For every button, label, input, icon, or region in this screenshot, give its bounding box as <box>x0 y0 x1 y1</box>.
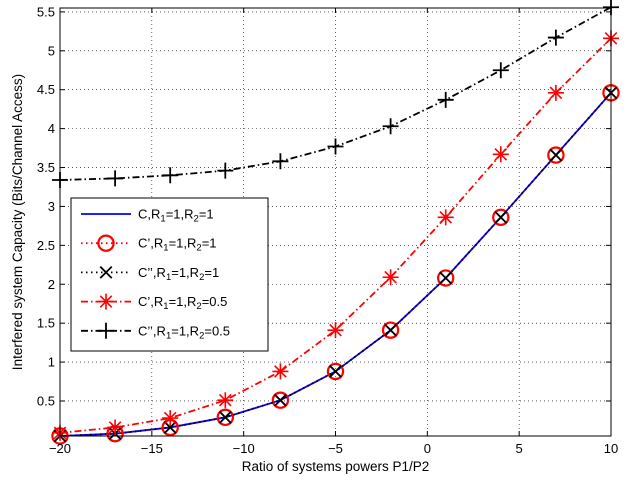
legend-entry: C’’,R1=1,R2=0.5 <box>81 322 230 341</box>
y-tick-label: 5 <box>48 43 55 58</box>
legend-label-part: =1,R <box>166 207 194 222</box>
marker-asterisk <box>437 209 454 226</box>
legend-label: C’,R1=1,R2=1 <box>138 236 217 254</box>
legend-label-part: C,R <box>138 207 160 222</box>
y-tick-label: 2 <box>48 277 55 292</box>
legend-label-subscript: 1 <box>160 214 165 225</box>
x-tick-label: 5 <box>516 441 523 456</box>
marker-circle <box>547 146 565 164</box>
marker-circle <box>381 321 400 339</box>
y-tick-label: 3 <box>48 199 55 214</box>
legend-label-part: C’’,R <box>138 265 166 280</box>
legend-label-subscript: 1 <box>166 330 171 341</box>
marker-plus <box>272 153 289 170</box>
y-tick-label: 3.5 <box>37 160 55 175</box>
y-tick-label: 1.5 <box>37 316 55 331</box>
legend-label: C,R1=1,R2=1 <box>138 207 214 225</box>
legend-label-part: =1 <box>204 265 219 280</box>
legend-label-subscript: 2 <box>199 272 204 283</box>
marker-plus <box>162 167 179 184</box>
marker-circle <box>326 362 345 381</box>
marker-x <box>549 148 563 162</box>
y-tick-label: 5.5 <box>37 4 55 19</box>
marker-x <box>494 210 508 224</box>
marker-asterisk <box>98 293 114 310</box>
legend-label-subscript: 2 <box>196 301 201 312</box>
marker-plus <box>492 62 509 79</box>
marker-asterisk <box>492 146 509 163</box>
marker-x <box>384 323 397 337</box>
marker-circle <box>271 391 290 409</box>
legend-label-part: C’,R <box>138 294 163 309</box>
marker-asterisk <box>547 84 564 101</box>
legend-label: C’,R1=1,R2=0.5 <box>138 294 227 312</box>
legend-label-part: C’,R <box>138 236 163 251</box>
legend-label-part: =0.5 <box>204 323 230 338</box>
legend-label-subscript: 2 <box>196 243 201 254</box>
marker-x <box>274 393 287 407</box>
x-tick-label: 0 <box>424 441 431 456</box>
marker-circle <box>216 408 234 427</box>
y-tick-label: 0.5 <box>37 393 55 408</box>
legend-entry: C,R1=1,R2=1 <box>81 207 214 225</box>
marker-asterisk <box>107 419 124 436</box>
legend-label-part: C’’,R <box>138 323 166 338</box>
legend-label-part: =1 <box>202 236 217 251</box>
marker-x <box>218 410 232 424</box>
legend-label-subscript: 1 <box>166 272 171 283</box>
marker-plus <box>98 322 114 339</box>
legend-label-subscript: 1 <box>163 243 168 254</box>
y-tick-label: 4.5 <box>37 82 55 97</box>
legend-entry: C’,R1=1,R2=0.5 <box>81 293 227 312</box>
marker-plus <box>217 162 234 179</box>
y-tick-label: 2.5 <box>37 238 55 253</box>
marker-asterisk <box>272 363 289 380</box>
marker-circle <box>437 269 455 287</box>
legend-label: C’’,R1=1,R2=0.5 <box>138 323 230 341</box>
marker-plus <box>437 91 454 108</box>
marker-plus <box>382 118 399 135</box>
marker-x <box>163 421 177 434</box>
x-tick-label: −5 <box>328 441 343 456</box>
marker-plus <box>327 138 344 155</box>
marker-asterisk <box>382 269 399 286</box>
legend-entry: C’’,R1=1,R2=1 <box>81 265 219 283</box>
series-5 <box>52 0 619 188</box>
legend-label-part: =1,R <box>171 323 199 338</box>
y-tick-label: 1 <box>48 355 55 370</box>
legend-label-part: =0.5 <box>202 294 228 309</box>
legend-label-part: =1,R <box>171 265 199 280</box>
marker-x <box>439 271 453 285</box>
legend-label-subscript: 1 <box>163 301 168 312</box>
x-tick-label: −10 <box>233 441 255 456</box>
x-tick-label: −15 <box>141 441 163 456</box>
marker-asterisk <box>162 410 179 427</box>
x-axis-label: Ratio of systems powers P1/P2 <box>242 459 430 474</box>
marker-circle <box>97 234 115 252</box>
marker-x <box>99 266 113 279</box>
marker-plus <box>547 29 564 46</box>
x-tick-label: 10 <box>604 441 618 456</box>
marker-asterisk <box>327 322 344 339</box>
legend: C,R1=1,R2=1C’,R1=1,R2=1C’’,R1=1,R2=1C’,R… <box>70 197 269 352</box>
legend-label-part: =1,R <box>169 294 197 309</box>
legend-label: C’’,R1=1,R2=1 <box>138 265 219 283</box>
marker-circle <box>492 208 510 227</box>
legend-label-subscript: 2 <box>199 330 204 341</box>
marker-asterisk <box>217 392 234 409</box>
x-tick-label: −20 <box>49 441 71 456</box>
marker-plus <box>107 170 124 187</box>
legend-label-part: =1,R <box>169 236 197 251</box>
legend-entry: C’,R1=1,R2=1 <box>81 234 217 254</box>
axis-ticks: −20 −15 −10 −5 0 5 10 0.5 1 1.5 2 2.5 3 3.5 4 4.5 5 5.5 <box>37 4 618 456</box>
legend-label-subscript: 2 <box>194 214 199 225</box>
legend-label-part: =1 <box>199 207 214 222</box>
marker-x <box>329 365 342 378</box>
y-tick-label: 4 <box>48 121 55 136</box>
y-axis-label: Interfered system Capacity (Bits/Channel… <box>10 74 25 370</box>
